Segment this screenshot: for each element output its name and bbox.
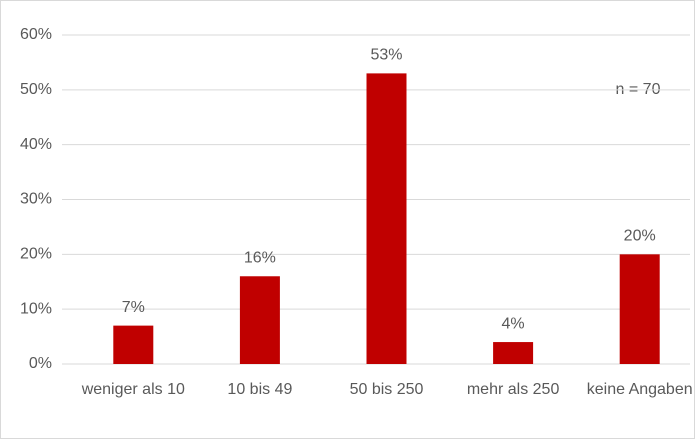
data-label: 16%: [244, 249, 276, 266]
y-tick-label: 50%: [20, 81, 52, 98]
x-tick-label: 10 bis 49: [227, 381, 292, 398]
x-tick-label: mehr als 250: [467, 381, 560, 398]
data-label: 20%: [624, 228, 656, 245]
data-label: 4%: [502, 315, 525, 332]
bar: [619, 254, 660, 364]
x-tick-label: 50 bis 250: [350, 381, 424, 398]
bar: [493, 342, 534, 364]
y-tick-label: 10%: [20, 300, 52, 317]
y-tick-label: 30%: [20, 191, 52, 208]
y-tick-label: 0%: [29, 355, 52, 372]
data-label: 53%: [370, 47, 402, 64]
x-tick-label: keine Angaben: [587, 381, 693, 398]
bar: [366, 73, 407, 364]
x-tick-label: weniger als 10: [81, 381, 185, 398]
bar: [113, 325, 154, 364]
data-label: 7%: [122, 299, 145, 316]
bar: [239, 276, 280, 364]
y-tick-label: 20%: [20, 246, 52, 263]
y-tick-label: 40%: [20, 136, 52, 153]
y-tick-label: 60%: [20, 26, 52, 43]
